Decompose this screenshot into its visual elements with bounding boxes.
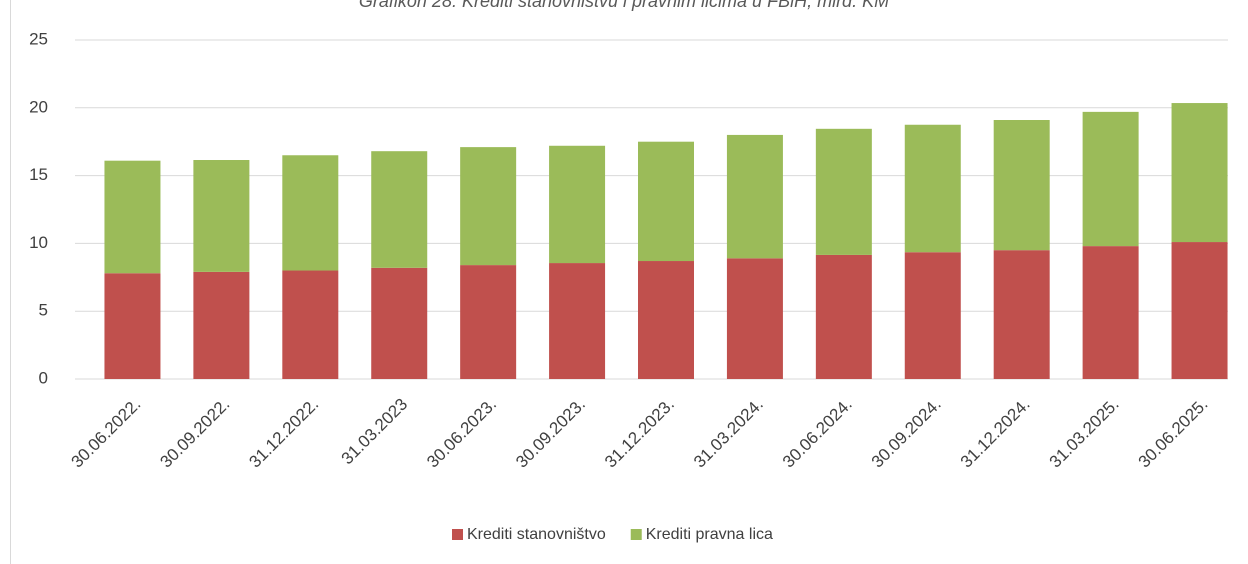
bar-segment bbox=[815, 254, 872, 379]
bar-segment bbox=[371, 267, 428, 379]
legend-swatch bbox=[630, 529, 642, 540]
bar-segment bbox=[815, 128, 872, 255]
bar-segment bbox=[193, 271, 250, 379]
bar-segment bbox=[993, 120, 1050, 251]
bar-segment bbox=[726, 134, 783, 259]
y-tick-label: 20 bbox=[29, 97, 48, 116]
bar-segment bbox=[460, 147, 517, 266]
bar-segment bbox=[1082, 246, 1139, 379]
bar-segment bbox=[104, 160, 161, 274]
x-tick-label: 30.09.2022. bbox=[156, 395, 233, 472]
y-tick-label: 15 bbox=[29, 165, 48, 184]
y-tick-label: 10 bbox=[29, 233, 48, 252]
bar-segment bbox=[371, 151, 428, 268]
y-tick-label: 0 bbox=[39, 368, 48, 387]
bar-segment bbox=[460, 265, 517, 379]
bar-segment bbox=[993, 250, 1050, 379]
bar-segment bbox=[726, 258, 783, 379]
legend-label: Krediti pravna lica bbox=[646, 526, 773, 543]
x-tick-label: 30.06.2024. bbox=[779, 395, 856, 472]
x-tick-label: 31.03.2023 bbox=[338, 395, 412, 469]
bar-segment bbox=[193, 160, 250, 272]
chart-title: Grafikon 28: Krediti stanovništvu i prav… bbox=[359, 0, 889, 11]
y-tick-label: 25 bbox=[29, 29, 48, 48]
y-tick-label: 5 bbox=[39, 301, 48, 320]
x-tick-label: 31.12.2024. bbox=[957, 395, 1034, 472]
bar-segment bbox=[904, 124, 961, 253]
bar-segment bbox=[1171, 242, 1228, 379]
x-tick-label: 30.09.2023. bbox=[512, 395, 589, 472]
x-tick-label: 30.06.2025. bbox=[1135, 395, 1212, 472]
legend-label: Krediti stanovništvo bbox=[467, 526, 606, 543]
bar-segment bbox=[638, 141, 694, 262]
bar-segment bbox=[1171, 103, 1228, 243]
legend-swatch bbox=[452, 529, 463, 540]
bar-segment bbox=[282, 270, 339, 379]
bar-segment bbox=[104, 273, 161, 379]
bar-segment bbox=[549, 145, 606, 264]
bar-segment bbox=[638, 261, 694, 379]
x-tick-label: 30.06.2023. bbox=[423, 395, 500, 472]
bar-segment bbox=[1082, 111, 1139, 247]
x-tick-label: 31.12.2022. bbox=[245, 395, 322, 472]
bar-segment bbox=[282, 155, 339, 271]
x-tick-label: 30.09.2024. bbox=[868, 395, 945, 472]
x-tick-label: 31.03.2024. bbox=[690, 395, 767, 472]
bar-segment bbox=[549, 263, 606, 379]
x-tick-label: 31.03.2025. bbox=[1046, 395, 1123, 472]
x-tick-label: 31.12.2023. bbox=[601, 395, 678, 472]
bar-segment bbox=[904, 252, 961, 379]
x-tick-label: 30.06.2022. bbox=[68, 395, 145, 472]
